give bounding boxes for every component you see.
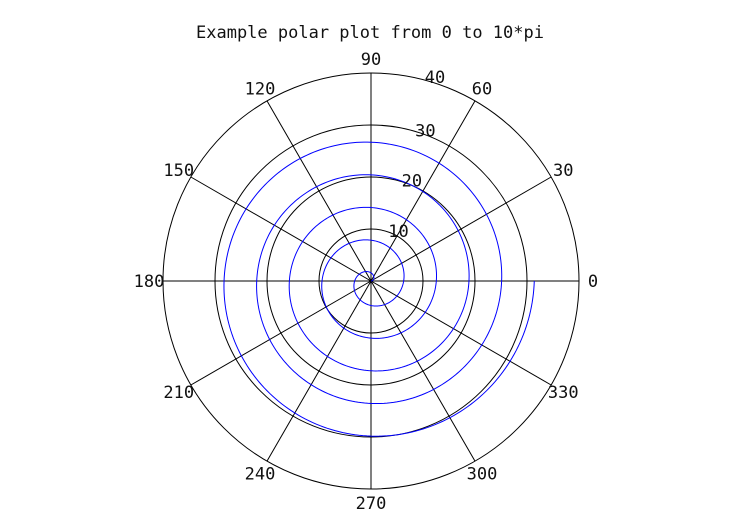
angle-spoke (370, 280, 476, 462)
angle-tick-label: 150 (163, 161, 194, 181)
angle-tick-label: 120 (245, 80, 276, 100)
angle-tick-label: 270 (356, 494, 387, 514)
radial-tick-label: 10 (388, 222, 408, 242)
angle-tick-label: 0 (588, 272, 598, 292)
angle-spoke (190, 280, 372, 386)
angle-tick-label: 210 (163, 383, 194, 403)
angle-spoke (266, 280, 372, 462)
angle-tick-label: 180 (134, 272, 165, 292)
angle-spoke (370, 280, 552, 386)
angle-tick-label: 240 (245, 464, 276, 484)
angle-spoke (370, 176, 552, 282)
radial-tick-label: 40 (425, 68, 445, 88)
tick-labels: 0 30 60 90 120 150 180 210 240 270 300 330 10 20 30 40 (134, 50, 598, 514)
angle-spoke (370, 100, 476, 282)
angle-tick-label: 30 (553, 161, 573, 181)
angle-tick-label: 330 (548, 383, 579, 403)
series-layer (223, 141, 535, 437)
chart-title: Example polar plot from 0 to 10*pi (196, 23, 544, 43)
angle-tick-label: 90 (361, 50, 381, 70)
polar-grid (162, 72, 580, 490)
angle-tick-label: 60 (472, 80, 492, 100)
radial-tick-label: 30 (415, 121, 435, 141)
angle-spoke (190, 176, 372, 282)
angle-spoke (266, 100, 372, 282)
radial-tick-label: 20 (402, 172, 422, 192)
angle-tick-label: 300 (467, 464, 498, 484)
spiral-series-line (223, 141, 535, 437)
